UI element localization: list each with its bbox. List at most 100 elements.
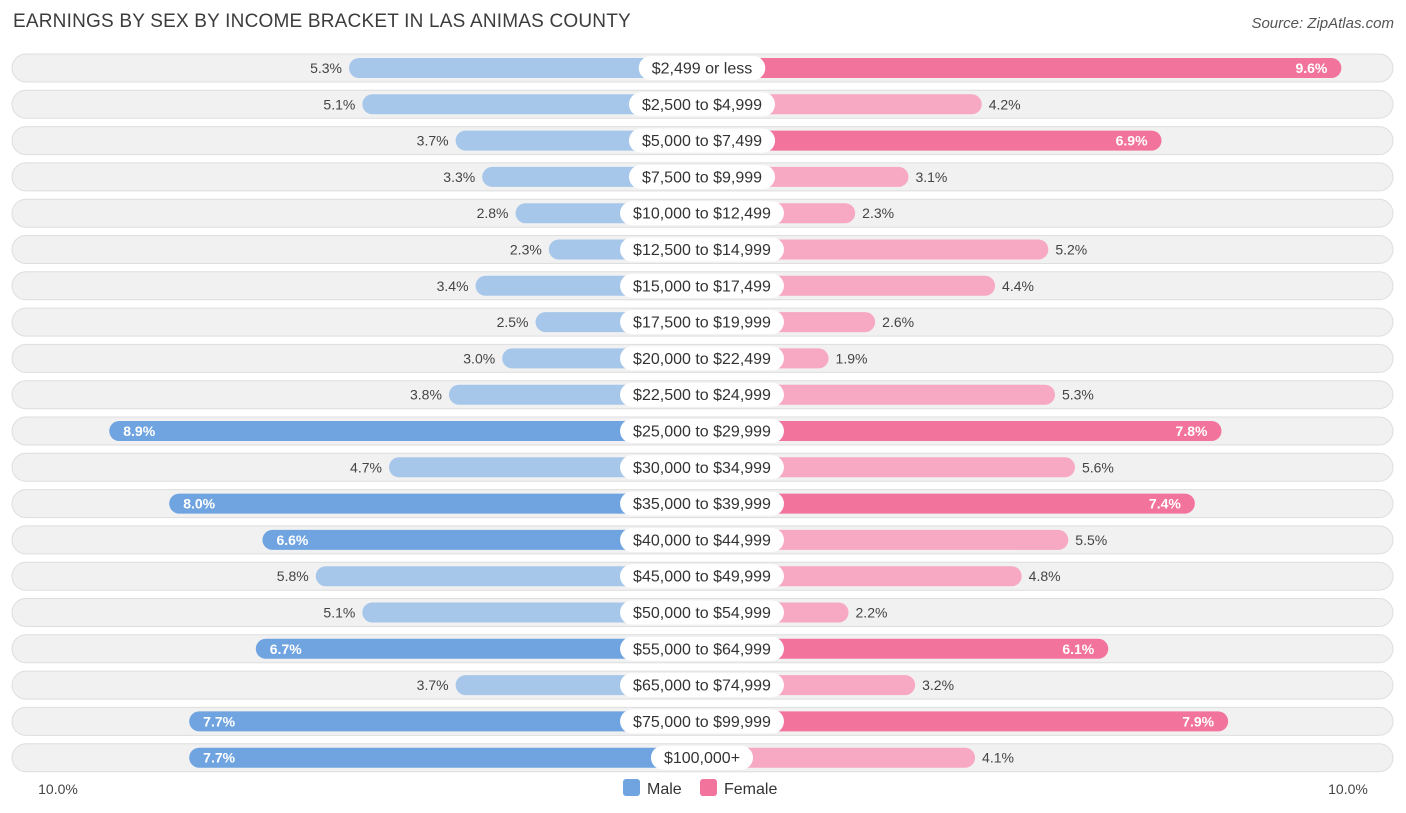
male-value-label: 5.1% [323,605,355,621]
female-bar [702,711,1229,732]
female-value-label: 4.2% [989,96,1021,112]
male-value-label: 3.0% [463,350,495,366]
male-value-label: 7.7% [203,750,235,766]
female-value-label: 5.6% [1082,459,1114,475]
category-pill [620,636,784,661]
category-pill [620,310,784,335]
chart-title: EARNINGS BY SEX BY INCOME BRACKET IN LAS… [13,11,631,32]
male-bar [189,711,702,732]
female-value-label: 7.4% [1149,496,1181,512]
category-label: $50,000 to $54,999 [633,605,771,622]
category-pill [620,709,784,734]
male-bar [362,602,702,623]
category-pill [620,564,784,589]
category-label: $15,000 to $17,499 [633,278,771,295]
bar-row: 5.8% 4.8% $45,000 to $49,999 [11,561,1394,591]
male-value-label: 4.7% [350,459,382,475]
legend: Male Female [623,779,777,798]
category-pill [620,600,784,625]
female-value-label: 3.2% [922,677,954,693]
female-value-label: 7.9% [1182,713,1214,729]
category-label: $45,000 to $49,999 [633,569,771,586]
bar-row: 3.7% 3.2% $65,000 to $74,999 [11,670,1394,700]
category-label: $12,500 to $14,999 [633,242,771,259]
bar-row: 4.7% 5.6% $30,000 to $34,999 [11,452,1394,482]
axis-label-left: 10.0% [38,781,78,797]
male-value-label: 8.0% [183,496,215,512]
female-bar [702,529,1069,550]
category-pill [650,745,754,770]
category-label: $10,000 to $12,499 [633,206,771,223]
category-label: $75,000 to $99,999 [633,714,771,731]
female-value-label: 6.1% [1062,641,1094,657]
category-label: $7,500 to $9,999 [642,169,762,186]
female-bar [702,421,1222,441]
category-pill [620,346,784,371]
male-bar [189,747,702,768]
male-bar [362,94,702,115]
female-value-label: 5.3% [1062,387,1094,403]
category-pill [628,128,776,153]
male-value-label: 3.8% [410,387,442,403]
bar-row: 2.3% 5.2% $12,500 to $14,999 [11,235,1394,264]
female-bar [702,58,1342,78]
female-value-label: 2.3% [862,205,894,221]
male-value-label: 6.7% [270,641,302,657]
bar-row: 2.5% 2.6% $17,500 to $19,999 [11,307,1394,337]
male-bar [349,58,702,78]
bar-row: 7.7% 4.1% $100,000+ [11,743,1394,773]
male-bar [169,493,702,514]
female-bar [702,130,1162,151]
category-label: $22,500 to $24,999 [633,387,771,404]
male-value-label: 5.3% [310,60,342,76]
category-pill [620,455,784,480]
female-value-label: 9.6% [1295,60,1327,76]
legend-label: Male [647,781,682,798]
female-bar [702,747,976,768]
bar-row: 8.9% 7.8% $25,000 to $29,999 [11,416,1394,446]
category-pill [638,56,766,80]
bar-row: 6.7% 6.1% $55,000 to $64,999 [11,634,1394,664]
category-pill [620,673,784,698]
female-value-label: 7.8% [1176,423,1208,439]
legend-item-male: Male [623,779,682,798]
category-label: $40,000 to $44,999 [633,532,771,549]
female-bar [702,493,1195,514]
female-value-label: 1.9% [836,350,868,366]
female-value-label: 2.2% [856,605,888,621]
bar-row: 3.4% 4.4% $15,000 to $17,499 [11,271,1394,301]
male-value-label: 6.6% [276,532,308,548]
category-pill [620,201,784,226]
bar-row: 2.8% 2.3% $10,000 to $12,499 [11,198,1394,228]
female-value-label: 4.8% [1029,568,1061,584]
axis-label-right: 10.0% [1328,781,1368,797]
female-value-label: 6.9% [1116,133,1148,149]
category-label: $30,000 to $34,999 [633,460,771,477]
category-pill [620,491,784,516]
female-bar [702,384,1055,405]
male-value-label: 5.1% [323,96,355,112]
category-pill [628,164,776,189]
female-value-label: 5.2% [1055,242,1087,258]
male-value-label: 3.4% [437,278,469,294]
bar-row: 3.8% 5.3% $22,500 to $24,999 [11,380,1394,410]
legend-swatch [700,779,717,796]
female-bar [702,638,1109,659]
bar-row: 5.1% 2.2% $50,000 to $54,999 [11,598,1394,627]
bar-row: 5.3% 9.6% $2,499 or less [11,53,1394,83]
category-pill [628,92,776,117]
female-value-label: 4.4% [1002,278,1034,294]
male-value-label: 2.3% [510,242,542,258]
category-pill [620,419,784,443]
male-value-label: 3.3% [443,169,475,185]
bar-row: 7.7% 7.9% $75,000 to $99,999 [11,706,1394,736]
category-label: $2,500 to $4,999 [642,97,762,114]
female-value-label: 3.1% [915,169,947,185]
bar-row: 3.3% 3.1% $7,500 to $9,999 [11,162,1394,192]
category-pill [620,382,784,407]
category-label: $100,000+ [664,750,740,767]
female-bar [702,239,1049,260]
bar-row: 3.0% 1.9% $20,000 to $22,499 [11,343,1394,373]
legend-label: Female [724,781,777,798]
male-value-label: 5.8% [277,568,309,584]
